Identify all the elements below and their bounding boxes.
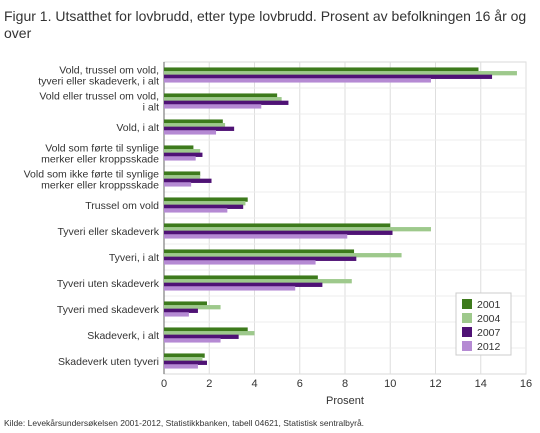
bar-2004 xyxy=(164,253,402,258)
bar-2001 xyxy=(164,171,201,176)
bar-2001 xyxy=(164,249,355,254)
category-label: Trussel om vold xyxy=(85,200,159,212)
category-label: Vold, i alt xyxy=(116,122,159,134)
x-tick-label: 10 xyxy=(384,378,396,390)
legend-label: 2007 xyxy=(477,327,501,339)
x-tick-label: 16 xyxy=(520,378,532,390)
bar-2012 xyxy=(164,338,221,343)
bar-2001 xyxy=(164,327,248,332)
x-tick-label: 8 xyxy=(342,378,348,390)
bar-2001 xyxy=(164,145,194,150)
bar-2012 xyxy=(164,104,262,109)
bar-2004 xyxy=(164,331,255,336)
bar-2007 xyxy=(164,334,239,339)
legend-swatch-2004 xyxy=(462,313,472,323)
bar-2001 xyxy=(164,353,205,358)
bar-2012 xyxy=(164,286,296,291)
bar-2007 xyxy=(164,178,212,183)
category-label: Vold som førte til synlige xyxy=(45,143,159,155)
legend-swatch-2001 xyxy=(462,299,472,309)
legend-swatch-2012 xyxy=(462,341,472,351)
bar-2004 xyxy=(164,279,352,284)
bar-2007 xyxy=(164,126,235,131)
bar-2004 xyxy=(164,123,226,128)
bar-2012 xyxy=(164,156,196,161)
bar-2004 xyxy=(164,305,221,310)
x-tick-label: 0 xyxy=(161,378,167,390)
legend-label: 2001 xyxy=(477,299,501,311)
x-tick-label: 14 xyxy=(475,378,487,390)
bar-2012 xyxy=(164,364,198,369)
bar-2001 xyxy=(164,93,278,98)
category-label: Vold, trussel om vold, xyxy=(59,65,159,77)
x-tick-label: 4 xyxy=(251,378,257,390)
category-label: Skadeverk, i alt xyxy=(87,330,159,342)
bar-2001 xyxy=(164,301,207,306)
category-label: i alt xyxy=(143,102,159,114)
bar-2012 xyxy=(164,78,431,83)
bar-2004 xyxy=(164,149,201,154)
legend: 2001 2004 2007 2012 xyxy=(455,292,512,356)
category-label: merker eller kroppsskade xyxy=(41,180,159,192)
bar-2012 xyxy=(164,260,316,265)
bar-2007 xyxy=(164,74,493,79)
legend-label: 2004 xyxy=(477,313,501,325)
category-label: Tyveri eller skadeverk xyxy=(57,226,159,238)
category-labels: Vold, trussel om vold,tyveri eller skade… xyxy=(24,65,160,369)
bar-2004 xyxy=(164,227,431,232)
x-tick-label: 2 xyxy=(206,378,212,390)
bar-2004 xyxy=(164,201,246,206)
category-label: Vold som ikke førte til synlige xyxy=(24,169,160,181)
x-tick-label: 6 xyxy=(297,378,303,390)
bar-2012 xyxy=(164,208,228,213)
bar-2007 xyxy=(164,230,393,235)
bar-2004 xyxy=(164,175,201,180)
category-label: merker eller kroppsskade xyxy=(41,154,159,166)
x-tick-label: 12 xyxy=(429,378,441,390)
bar-2012 xyxy=(164,130,217,135)
bar-2007 xyxy=(164,204,244,209)
category-label: Tyveri, i alt xyxy=(109,252,159,264)
bar-2004 xyxy=(164,357,203,362)
bar-2012 xyxy=(164,182,192,187)
x-axis-label: Prosent xyxy=(326,395,364,407)
bar-2007 xyxy=(164,360,207,365)
source-note: Kilde: Levekårsundersøkelsen 2001-2012, … xyxy=(4,418,365,428)
category-label: Skadeverk uten tyveri xyxy=(58,356,159,368)
category-label: Tyveri uten skadeverk xyxy=(57,278,160,290)
legend-swatch-2007 xyxy=(462,327,472,337)
legend-label: 2012 xyxy=(477,341,501,353)
bar-2007 xyxy=(164,100,289,105)
bar-2007 xyxy=(164,256,357,261)
bar-2001 xyxy=(164,223,391,228)
bar-marks xyxy=(164,67,517,369)
category-label: Vold eller trussel om vold, xyxy=(39,91,159,103)
bar-2007 xyxy=(164,282,323,287)
x-tick-labels: 0 2 4 6 8 10 12 14 16 xyxy=(161,378,532,390)
bar-2001 xyxy=(164,119,223,124)
chart-title: Figur 1. Utsatthet for lovbrudd, etter t… xyxy=(4,8,527,41)
bar-2007 xyxy=(164,152,203,157)
bar-2007 xyxy=(164,308,198,313)
bar-2004 xyxy=(164,97,282,102)
bar-2001 xyxy=(164,197,248,202)
bar-2012 xyxy=(164,234,348,239)
category-label: Tyveri med skadeverk xyxy=(57,304,160,316)
bar-2001 xyxy=(164,275,318,280)
bar-2001 xyxy=(164,67,479,72)
bar-2004 xyxy=(164,71,517,76)
bar-2012 xyxy=(164,312,189,317)
category-label: tyveri eller skadeverk, i alt xyxy=(38,76,159,88)
